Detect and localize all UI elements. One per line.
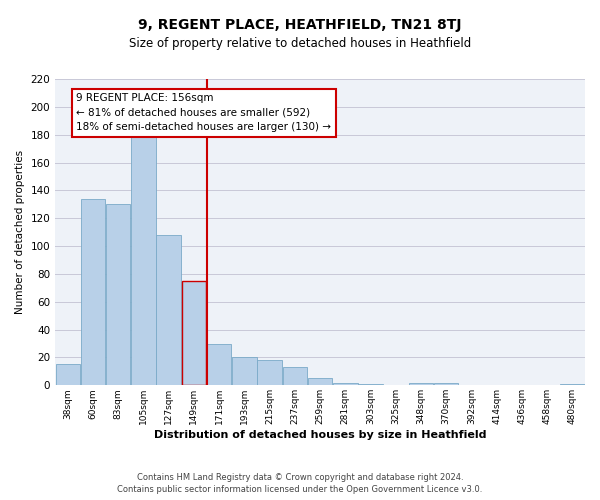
Bar bbox=[182, 281, 206, 386]
Text: 9 REGENT PLACE: 156sqm
← 81% of detached houses are smaller (592)
18% of semi-de: 9 REGENT PLACE: 156sqm ← 81% of detached… bbox=[76, 93, 331, 132]
Bar bbox=[232, 358, 257, 386]
Bar bbox=[81, 198, 105, 386]
Bar bbox=[560, 384, 584, 386]
Text: Size of property relative to detached houses in Heathfield: Size of property relative to detached ho… bbox=[129, 38, 471, 51]
Bar bbox=[283, 367, 307, 386]
Bar bbox=[207, 344, 232, 386]
Bar bbox=[157, 235, 181, 386]
Bar bbox=[308, 378, 332, 386]
Text: 9, REGENT PLACE, HEATHFIELD, TN21 8TJ: 9, REGENT PLACE, HEATHFIELD, TN21 8TJ bbox=[138, 18, 462, 32]
Y-axis label: Number of detached properties: Number of detached properties bbox=[15, 150, 25, 314]
Bar bbox=[434, 382, 458, 386]
Bar bbox=[257, 360, 282, 386]
Bar bbox=[358, 384, 383, 386]
Bar bbox=[56, 364, 80, 386]
Text: Contains HM Land Registry data © Crown copyright and database right 2024.: Contains HM Land Registry data © Crown c… bbox=[137, 473, 463, 482]
X-axis label: Distribution of detached houses by size in Heathfield: Distribution of detached houses by size … bbox=[154, 430, 487, 440]
Bar bbox=[106, 204, 130, 386]
Text: Contains public sector information licensed under the Open Government Licence v3: Contains public sector information licen… bbox=[118, 484, 482, 494]
Bar bbox=[333, 382, 358, 386]
Bar bbox=[131, 129, 156, 386]
Bar bbox=[409, 382, 433, 386]
